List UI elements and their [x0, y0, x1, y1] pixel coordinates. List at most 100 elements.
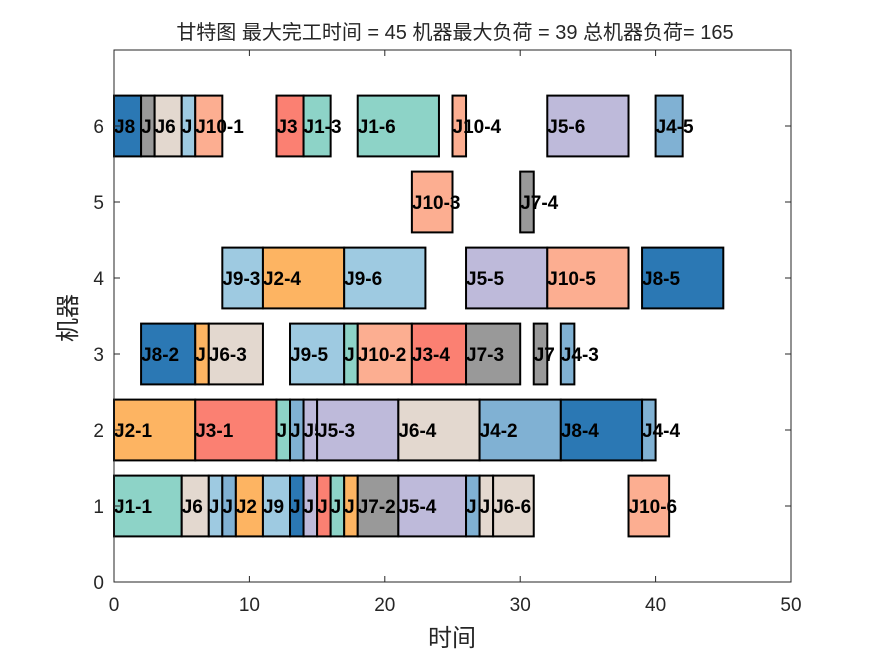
task-rect: [356, 474, 400, 538]
task-label: J1-1: [114, 497, 152, 518]
task-rect: [356, 94, 440, 158]
task-label: J6-6: [493, 497, 531, 518]
task-rect: [654, 94, 684, 158]
task-rect: [194, 94, 224, 158]
task-label: J9-6: [344, 269, 382, 290]
task-label: J: [480, 497, 491, 518]
x-tick-label: 10: [239, 595, 260, 616]
task-rect: [627, 474, 671, 538]
task-bar-j6-m1: J: [478, 474, 495, 538]
task-label: J9-3: [222, 269, 260, 290]
task-label: J3-4: [412, 345, 450, 366]
task-label: J3: [276, 117, 297, 138]
task-label: J1-6: [358, 117, 396, 138]
task-rect: [492, 474, 535, 538]
task-label: J: [141, 117, 152, 138]
task-bar-j6-m3: J6-3: [207, 322, 264, 386]
y-tick-label: 2: [93, 421, 104, 442]
task-bar-j9-m1: J: [207, 474, 224, 538]
task-bar-j4-m2: J4-2: [478, 398, 562, 462]
task-label: J8-2: [141, 345, 179, 366]
task-rect: [478, 398, 562, 462]
task-label: J6-3: [209, 345, 247, 366]
plot-frame: [113, 49, 792, 583]
task-bar-j7-m6: J: [140, 94, 156, 158]
task-label: J: [290, 421, 301, 442]
task-label: J5-3: [317, 421, 355, 442]
task-label: J5-5: [466, 269, 504, 290]
task-label: J4-5: [656, 117, 694, 138]
task-rect: [194, 398, 278, 462]
task-rect: [180, 474, 210, 538]
task-label: J4-2: [480, 421, 518, 442]
task-rect: [465, 322, 522, 386]
task-rect: [546, 246, 630, 310]
task-rect: [356, 322, 413, 386]
task-bar-j6-m6: J6: [153, 94, 183, 158]
task-bar-j5-m1: J: [302, 474, 319, 538]
task-rect: [641, 246, 725, 310]
task-label: J4-3: [561, 345, 599, 366]
task-label: J: [344, 345, 355, 366]
task-bar-j2-m1: J2: [234, 474, 264, 538]
chart-title: 甘特图 最大完工时间 = 45 机器最大负荷 = 39 总机器负荷= 165: [176, 21, 733, 44]
task-rect: [302, 94, 332, 158]
x-axis-label: 时间: [428, 625, 476, 652]
task-bar-j10-m6: J10-1: [194, 94, 244, 158]
y-tick-label: 5: [93, 193, 104, 214]
task-bar-j4-m3: J4-3: [559, 322, 599, 386]
task-bar-j10-m1: J10-6: [627, 474, 677, 538]
task-bar-j9-m4: J9-3: [221, 246, 264, 310]
task-label: J9-5: [290, 345, 328, 366]
task-label: J: [222, 497, 233, 518]
x-tick-label: 0: [109, 595, 120, 616]
task-bar-j9-m4: J9-6: [343, 246, 427, 310]
task-bar-j10-m4: J10-5: [546, 246, 630, 310]
task-bar-j4-m2: J4-4: [641, 398, 681, 462]
task-rect: [289, 322, 346, 386]
task-bar-j7-m3: J7-3: [465, 322, 522, 386]
task-bar-j8-m4: J8-5: [641, 246, 725, 310]
task-label: J6: [182, 497, 203, 518]
task-label: J: [466, 497, 477, 518]
task-label: J: [331, 497, 342, 518]
task-label: J: [304, 497, 315, 518]
task-bar-j6-m1: J6: [180, 474, 210, 538]
task-rect: [207, 322, 264, 386]
task-rect: [546, 94, 630, 158]
task-bar-j5-m6: J5-6: [546, 94, 630, 158]
task-label: J: [344, 497, 355, 518]
task-label: J: [195, 345, 206, 366]
task-bar-j3-m3: J3-4: [410, 322, 468, 386]
task-rect: [410, 170, 454, 234]
task-bar-j5-m4: J5-5: [465, 246, 549, 310]
y-tick-label: 1: [93, 497, 104, 518]
x-tick-label: 30: [510, 595, 531, 616]
task-bar-j1-m2: J: [275, 398, 292, 462]
task-bar-j4-m1: J: [221, 474, 237, 538]
task-bar-j2-m2: J2-1: [113, 398, 197, 462]
task-bar-j8-m3: J8-2: [140, 322, 197, 386]
task-rect: [397, 398, 481, 462]
task-label: J: [317, 497, 328, 518]
task-bar-j3-m2: J3-1: [194, 398, 278, 462]
axis-ticks: 0 10 20 30 40 50 0 1 2 3 4 5 6: [93, 50, 802, 616]
x-tick-label: 40: [645, 595, 666, 616]
task-label: J6-4: [398, 421, 436, 442]
x-tick-label: 50: [780, 595, 801, 616]
task-bar-j4-m2: J: [289, 398, 305, 462]
task-rect: [641, 398, 657, 462]
task-label: J2-4: [263, 269, 301, 290]
task-rect: [343, 246, 427, 310]
task-label: J2: [236, 497, 257, 518]
task-label: J: [182, 117, 193, 138]
task-rect: [559, 322, 576, 386]
task-label: J10-3: [412, 193, 461, 214]
task-label: J8-4: [561, 421, 599, 442]
task-rect: [261, 246, 346, 310]
task-label: J3-1: [195, 421, 233, 442]
task-bar-j9-m6: J: [180, 94, 197, 158]
task-bar-j5-m2: J5: [302, 398, 325, 462]
